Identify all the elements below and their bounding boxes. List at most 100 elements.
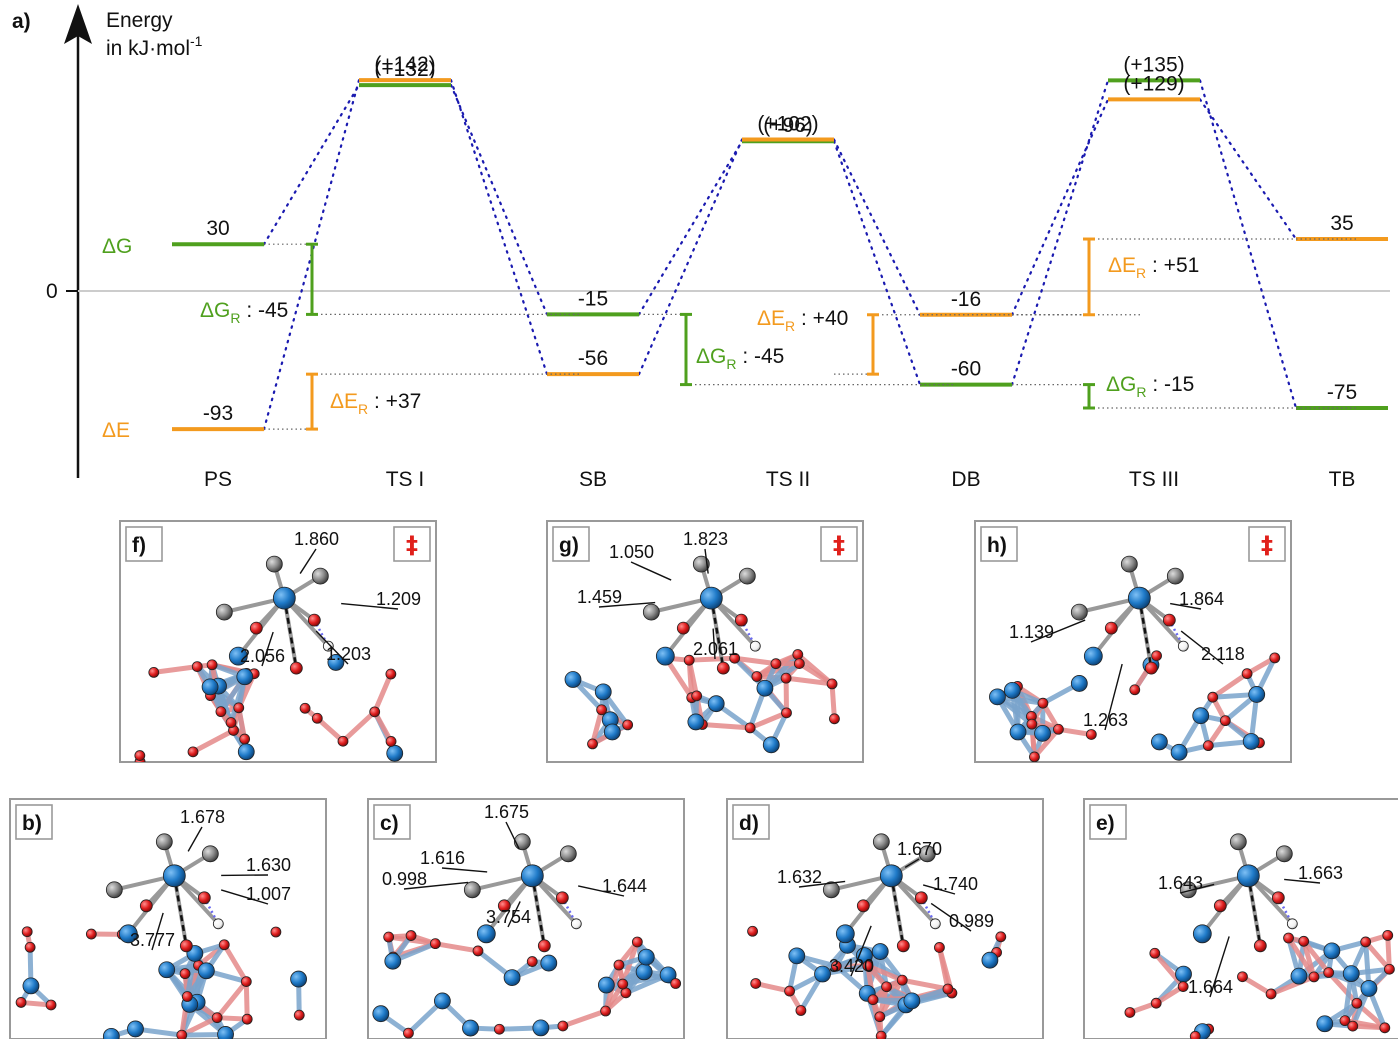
- connector-dG-1: [449, 83, 549, 316]
- structure-panel-b: 1.678 1.630 1.007 3.777 b): [9, 798, 327, 1039]
- o-atom: [139, 899, 153, 913]
- state-label: PS: [204, 468, 232, 491]
- o-atom: [1053, 723, 1064, 735]
- si-atom: [1242, 733, 1260, 750]
- leader-line: [712, 628, 716, 660]
- o-atom: [1241, 668, 1253, 680]
- o-atom: [1360, 936, 1372, 948]
- connector-dG-4: [1010, 79, 1110, 386]
- leader-line: [341, 602, 399, 610]
- o-atom: [826, 678, 838, 690]
- leader-line: [441, 867, 488, 873]
- si-atom-central: [1236, 864, 1260, 888]
- distance-label: 1.675: [484, 802, 529, 822]
- o-atom: [934, 942, 945, 953]
- si-atom: [1192, 707, 1210, 725]
- distance-label: 2.118: [1201, 644, 1245, 664]
- si-atom: [386, 744, 404, 762]
- panel-letter: f): [132, 534, 146, 557]
- value-label-dE-2: -56: [578, 347, 608, 370]
- h-atom: [1177, 640, 1189, 652]
- c-atom: [463, 881, 481, 899]
- si-atom: [127, 1020, 144, 1038]
- o-atom: [134, 750, 146, 761]
- surface-bond: [783, 675, 835, 687]
- si-atom: [1323, 942, 1341, 960]
- o-atom: [472, 945, 484, 957]
- si-atom: [1083, 646, 1103, 666]
- o-atom: [1150, 997, 1162, 1009]
- o-atom: [215, 706, 227, 718]
- o-atom: [596, 704, 608, 716]
- si-atom: [503, 969, 521, 987]
- c-atom: [642, 603, 660, 621]
- surface-bond: [1301, 938, 1317, 980]
- o-atom: [191, 661, 203, 673]
- si-atom: [687, 713, 705, 731]
- distance-label: 3.777: [130, 930, 175, 950]
- molecule-render: [134, 555, 404, 762]
- o-atom: [369, 706, 381, 718]
- structure-panel-g: 1.050 1.823 1.459 2.061 g) ‡: [546, 520, 864, 763]
- value-label-dE-4: -16: [951, 288, 981, 311]
- si-atom: [228, 646, 248, 666]
- c-atom: [215, 603, 233, 621]
- surface-bond: [829, 681, 837, 722]
- value-label-dG-0: 30: [206, 217, 229, 240]
- distance-label: 1.139: [1009, 622, 1054, 642]
- o-atom: [557, 1020, 569, 1032]
- c-atom: [918, 845, 936, 863]
- surface-bond: [590, 707, 605, 747]
- panel-letter: h): [987, 534, 1007, 557]
- leader-line: [507, 901, 521, 928]
- c-atom: [155, 833, 173, 851]
- c-atom: [1229, 833, 1247, 851]
- forming-bond: [1247, 875, 1262, 947]
- value-label-dE-5: (+129): [1123, 72, 1184, 95]
- si-atom: [655, 646, 675, 666]
- forming-bond: [283, 597, 298, 669]
- o-atom: [218, 939, 230, 951]
- transition-state-icon: ‡: [1261, 531, 1273, 559]
- c-atom: [201, 845, 219, 863]
- forming-bond: [710, 597, 725, 669]
- o-atom: [896, 974, 908, 986]
- si-atom-central: [520, 864, 544, 888]
- o-atom: [1207, 691, 1219, 703]
- o-atom: [747, 925, 758, 937]
- si-atom: [384, 952, 402, 970]
- o-atom: [385, 668, 397, 680]
- structure-panel-h: 1.864 1.139 2.118 1.263 h) ‡: [974, 520, 1292, 763]
- o-atom: [15, 997, 27, 1008]
- structure-panel-f: 1.860 1.209 2.056 1.203 f) ‡: [119, 520, 437, 763]
- leader-line: [505, 821, 520, 850]
- o-atom: [751, 671, 763, 682]
- forming-bond: [890, 875, 905, 947]
- si-atom: [989, 688, 1006, 706]
- surface-bond: [340, 709, 378, 744]
- distance-label: 1.823: [683, 529, 728, 549]
- leader-line: [1209, 936, 1230, 998]
- o-atom: [1298, 935, 1310, 947]
- o-atom: [311, 712, 323, 724]
- axis-label-unit: in kJ·mol-1: [106, 33, 203, 60]
- leader-line: [850, 925, 872, 977]
- o-atom: [716, 661, 730, 675]
- transition-state-icon: ‡: [406, 531, 418, 559]
- si-atom: [201, 678, 219, 696]
- si-atom: [118, 924, 138, 944]
- si-atom: [637, 948, 655, 966]
- o-atom: [942, 983, 954, 995]
- o-atom: [1323, 967, 1335, 978]
- state-label: SB: [579, 468, 607, 491]
- o-atom: [1085, 729, 1097, 740]
- o-atom: [896, 939, 910, 953]
- leader-line: [904, 858, 920, 868]
- connector-dE-1: [449, 79, 549, 376]
- o-atom: [176, 1029, 188, 1039]
- o-atom: [1149, 947, 1161, 959]
- panel-letter-box: [373, 804, 411, 840]
- leader-line: [187, 826, 203, 852]
